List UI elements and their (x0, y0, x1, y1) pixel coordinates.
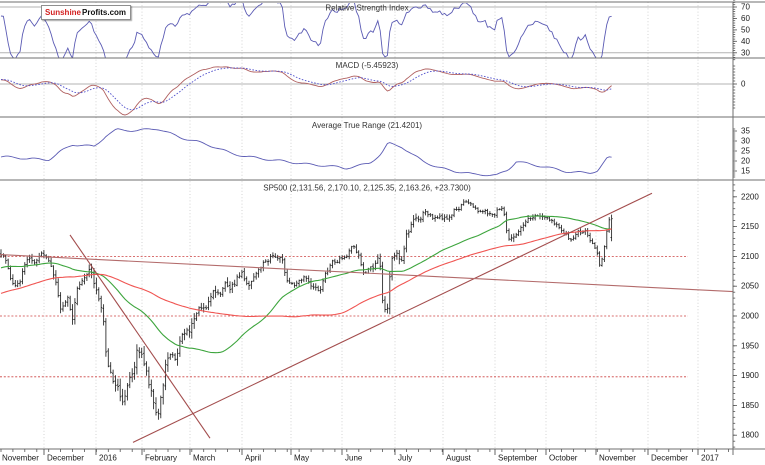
atr-panel-title: Average True Range (21.4201) (312, 121, 422, 130)
price-ohlc-bars (0, 199, 613, 420)
axis-label: 2017 (701, 454, 719, 463)
axis-label: 30 (741, 48, 750, 57)
logo-brand-red: Sunshine (45, 8, 82, 17)
trendlines (0, 192, 733, 443)
axis-label: 30 (741, 137, 750, 146)
axis-label: August (446, 454, 472, 463)
axis-label: December (47, 454, 84, 463)
axis-label: 70 (741, 3, 750, 12)
axis-label: April (245, 454, 261, 463)
sunshine-profits-logo[interactable]: SunshineProfits.com (41, 5, 132, 20)
axis-label: October (549, 454, 578, 463)
axis-label: 1950 (741, 341, 759, 350)
rsi-panel-title: Relative Strength Index (325, 4, 408, 13)
axis-label: 0 (741, 80, 746, 89)
macd-panel-title: MACD (-5.45923) (336, 61, 399, 70)
axis-label: 25 (741, 147, 750, 156)
logo-brand-black: Profits.com (82, 8, 127, 17)
axis-label: 1900 (741, 371, 759, 380)
axis-label: 2100 (741, 252, 759, 261)
atr-line (0, 128, 612, 177)
moving-average-lines (0, 215, 612, 354)
axis-label: November (599, 454, 636, 463)
axis-label: 20 (741, 157, 750, 166)
axis-label: December (651, 454, 688, 463)
right-price-axis: 1800185019001950200020502100215022003040… (733, 0, 759, 448)
axis-label: 2000 (741, 312, 759, 321)
axis-label: 40 (741, 37, 750, 46)
panel-titles: Relative Strength Index MACD (-5.45923) … (263, 4, 471, 193)
axis-label: May (294, 454, 309, 463)
axis-label: 1850 (741, 401, 759, 410)
bottom-month-axis: November December 2016 February March April Ma… (0, 449, 729, 463)
axis-label: 2016 (99, 454, 117, 463)
trendline-rising-support (132, 192, 653, 443)
axis-label: March (193, 454, 215, 463)
axis-label: 2050 (741, 282, 759, 291)
rsi-line (0, 3, 612, 58)
trendline-shallow-decline (0, 254, 733, 293)
axis-label: September (498, 454, 537, 463)
axis-label: November (2, 454, 39, 463)
axis-label: 2200 (741, 192, 759, 201)
axis-label: 50 (741, 25, 750, 34)
axis-label: February (145, 454, 177, 463)
axis-label: June (345, 454, 363, 463)
axis-label: 2150 (741, 222, 759, 231)
axis-label: 1800 (741, 431, 759, 440)
axis-label: 35 (741, 127, 750, 136)
sp500-panel-title: SP500 (2,131.56, 2,170.10, 2,125.35, 2,1… (263, 184, 471, 193)
macd-lines (0, 66, 612, 116)
axis-label: 15 (741, 167, 750, 176)
axis-label: July (398, 454, 412, 463)
axis-label: 60 (741, 14, 750, 23)
trendline-steep-decline (69, 234, 211, 439)
